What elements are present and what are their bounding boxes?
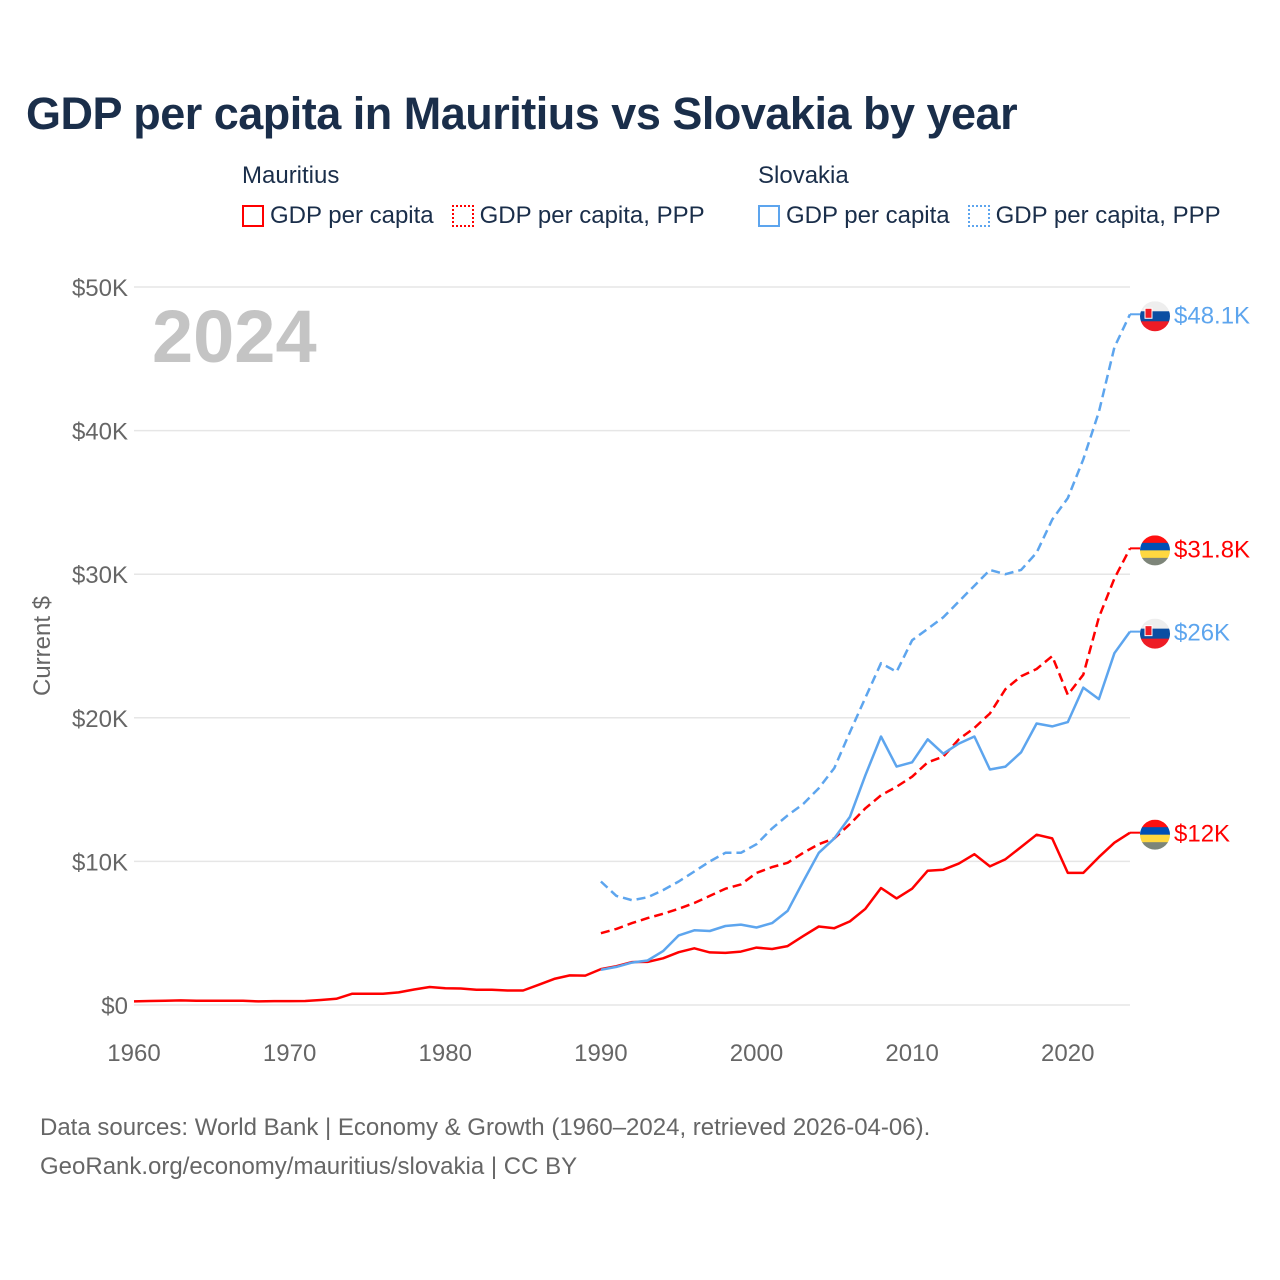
legend-item-mauritius-ppp[interactable]: GDP per capita, PPP: [451, 202, 705, 230]
y-tick-label: $0: [101, 993, 128, 1020]
x-tick-label: 1980: [419, 1040, 472, 1067]
y-tick-label: $50K: [72, 275, 128, 302]
flag-stripe: [1140, 301, 1170, 312]
flag-stripe: [1140, 311, 1170, 322]
year-watermark: 2024: [152, 295, 317, 378]
series-line: [133, 831, 1131, 1003]
end-value-label: $12K: [1174, 821, 1230, 848]
footer: Data sources: World Bank | Economy & Gro…: [40, 1108, 930, 1186]
mauritius-flag-icon: [1140, 819, 1170, 850]
legend-item-mauritius-gdp[interactable]: GDP per capita: [242, 202, 434, 230]
flag-stripe: [1140, 550, 1170, 559]
end-value-label: $26K: [1174, 620, 1230, 647]
slovakia-flag-icon: [1140, 301, 1170, 332]
end-value-label: $31.8K: [1174, 536, 1250, 563]
x-tick-label: 1990: [574, 1040, 627, 1067]
flag-stripe: [1140, 834, 1170, 843]
legend-label: GDP per capita, PPP: [995, 202, 1221, 229]
flag-stripes: [1140, 301, 1170, 332]
flag-stripe: [1140, 819, 1170, 828]
series-line: [600, 547, 1132, 935]
legend-group-title: Mauritius: [242, 162, 340, 189]
y-tick-label: $30K: [72, 562, 128, 589]
legend-label: GDP per capita: [786, 202, 950, 229]
chart-title: GDP per capita in Mauritius vs Slovakia …: [26, 88, 1018, 139]
legend-group-slovakia: Slovakia GDP per capita GDP per capita, …: [758, 162, 1221, 230]
legend-swatch-dashed: [451, 205, 474, 227]
flag-stripe: [1140, 628, 1170, 640]
flag-stripe: [1140, 638, 1170, 649]
series-line: [600, 630, 1132, 972]
source-link[interactable]: GeoRank.org/economy/mauritius/slovakia |…: [40, 1153, 578, 1180]
flag-stripes: [1140, 819, 1170, 850]
flag-stripe: [1140, 321, 1170, 332]
legend-group-mauritius: Mauritius GDP per capita GDP per capita,…: [242, 162, 705, 230]
y-tick-label: $20K: [72, 706, 128, 733]
legend-swatch-solid: [242, 205, 264, 227]
flag-stripe: [1140, 535, 1170, 544]
x-tick-label: 2010: [885, 1040, 938, 1067]
slovakia-flag-icon: [1140, 618, 1170, 649]
y-tick-label: $40K: [72, 419, 128, 446]
legend-item-slovakia-gdp[interactable]: GDP per capita: [758, 202, 950, 230]
x-tick-label: 1970: [263, 1040, 316, 1067]
series-line: [600, 313, 1132, 902]
flag-emblem: [1144, 625, 1153, 637]
flag-stripes: [1140, 618, 1170, 649]
flag-stripe: [1140, 557, 1170, 566]
legend-label: GDP per capita: [270, 202, 434, 229]
y-tick-label: $10K: [72, 849, 128, 876]
legend-group-title: Slovakia: [758, 162, 849, 189]
flag-stripe: [1140, 827, 1170, 836]
flag-emblem: [1144, 307, 1153, 319]
end-value-label: $48.1K: [1174, 302, 1250, 329]
flag-stripes: [1140, 535, 1170, 566]
flag-stripe: [1140, 618, 1170, 630]
legend-swatch-dashed: [967, 205, 990, 227]
x-tick-label: 2000: [730, 1040, 783, 1067]
flag-stripe: [1140, 542, 1170, 551]
x-tick-label: 1960: [107, 1040, 160, 1067]
y-axis-label: Current $: [29, 596, 56, 696]
x-tick-label: 2020: [1041, 1040, 1094, 1067]
flag-stripe: [1140, 842, 1170, 850]
legend-item-slovakia-ppp[interactable]: GDP per capita, PPP: [967, 202, 1221, 230]
mauritius-flag-icon: [1140, 535, 1170, 566]
source-note: Data sources: World Bank | Economy & Gro…: [40, 1114, 931, 1141]
legend-label: GDP per capita, PPP: [479, 202, 705, 229]
legend-swatch-solid: [758, 205, 780, 227]
